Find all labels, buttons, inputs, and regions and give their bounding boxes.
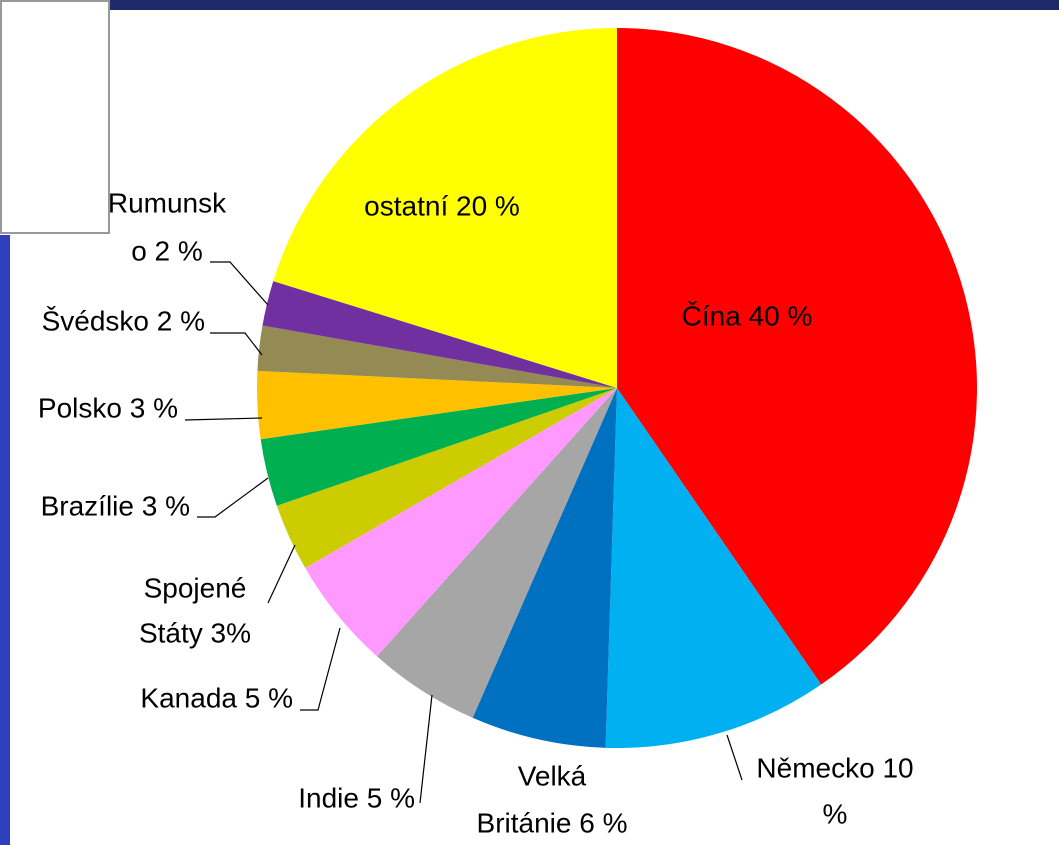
pie-slice <box>257 370 617 440</box>
pie-slice <box>472 388 617 748</box>
pie-slice <box>273 28 617 388</box>
data-label: Kanada 5 % <box>140 682 293 713</box>
data-label: Čína 40 % <box>682 300 813 331</box>
left-bar <box>0 235 10 845</box>
pie-slice <box>305 388 617 657</box>
pie-slice <box>276 388 617 568</box>
pie-slice <box>257 325 617 388</box>
data-label: ostatní 20 % <box>364 190 520 221</box>
leader-line <box>267 544 296 604</box>
data-label: Státy 3% <box>139 617 251 648</box>
top-bar <box>110 0 1059 10</box>
data-label: Německo 10 <box>756 752 913 783</box>
pie-slice <box>617 28 977 685</box>
leader-line <box>210 332 263 356</box>
pie: Čína 40 % Německo 10% Velká Británie 6 % Ind… <box>38 28 977 838</box>
pie-slice <box>260 388 617 506</box>
data-label: Velká <box>518 760 587 791</box>
pie-slice <box>376 388 617 718</box>
data-label: o 2 % <box>131 235 203 266</box>
pie-slice <box>605 388 822 748</box>
data-label: Švédsko 2 % <box>42 305 205 336</box>
data-label: Rumunsk <box>108 187 227 218</box>
leader-line <box>197 477 269 518</box>
data-label: % <box>823 798 848 829</box>
data-label: Indie 5 % <box>298 782 415 813</box>
leader-line <box>726 734 743 781</box>
pie-slice <box>262 281 617 388</box>
data-label: Spojené <box>144 572 247 603</box>
leader-line <box>419 694 433 804</box>
data-label: Polsko 3 % <box>38 392 178 423</box>
leader-line <box>210 261 269 306</box>
frame <box>0 0 110 234</box>
data-label: Brazílie 3 % <box>41 490 190 521</box>
leader-line <box>300 627 341 711</box>
data-label: Británie 6 % <box>477 807 628 838</box>
leader-line <box>184 417 263 421</box>
